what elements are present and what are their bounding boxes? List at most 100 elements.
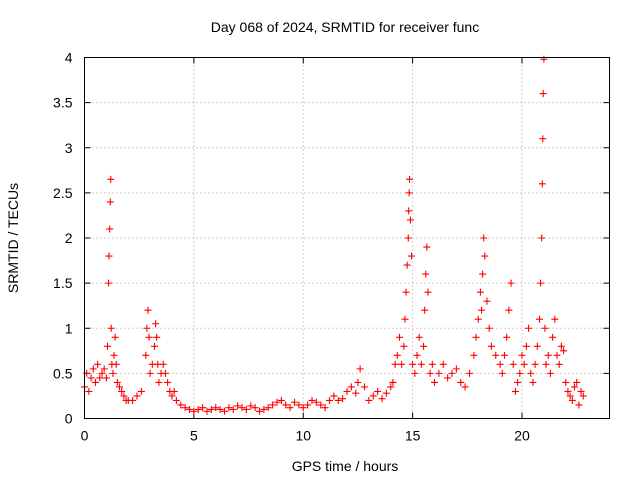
- data-point: [472, 333, 480, 341]
- data-point: [356, 365, 364, 373]
- data-point: [155, 378, 163, 386]
- data-point: [400, 342, 408, 350]
- data-point: [562, 378, 570, 386]
- data-point: [503, 333, 511, 341]
- data-point: [487, 342, 495, 350]
- data-point: [571, 383, 578, 391]
- data-point: [409, 360, 417, 368]
- data-point: [291, 398, 298, 406]
- data-point: [89, 365, 97, 373]
- data-point: [164, 378, 172, 386]
- data-point: [91, 378, 99, 386]
- data-point: [426, 369, 434, 377]
- x-tick-label: 10: [295, 428, 311, 444]
- y-tick-label: 3: [65, 140, 73, 156]
- data-point: [129, 396, 137, 404]
- data-point: [339, 395, 347, 403]
- data-point: [269, 401, 277, 409]
- data-point: [330, 392, 338, 400]
- data-point: [143, 324, 151, 332]
- data-point: [551, 315, 559, 323]
- data-point: [498, 369, 506, 377]
- data-point: [505, 306, 513, 314]
- data-point: [406, 216, 414, 224]
- data-point: [476, 288, 484, 296]
- data-point: [85, 387, 93, 395]
- y-tick-label: 0.5: [53, 365, 73, 381]
- data-point: [382, 389, 390, 397]
- data-point: [423, 243, 431, 251]
- data-point: [190, 407, 198, 415]
- data-point: [492, 351, 500, 359]
- data-point: [105, 252, 113, 260]
- data-point: [112, 360, 120, 368]
- data-point: [439, 360, 447, 368]
- data-point: [286, 404, 294, 412]
- y-tick-label: 2: [65, 230, 73, 246]
- data-point: [421, 306, 429, 314]
- data-point: [474, 315, 482, 323]
- data-point: [374, 387, 382, 395]
- data-point: [522, 342, 530, 350]
- data-point: [94, 360, 102, 368]
- data-point: [396, 333, 403, 341]
- data-point: [170, 387, 178, 395]
- data-points: [81, 55, 587, 415]
- data-point: [152, 320, 160, 328]
- data-point: [538, 234, 546, 242]
- data-point: [96, 374, 104, 382]
- data-point: [177, 401, 185, 409]
- data-point: [431, 378, 438, 386]
- data-point: [415, 333, 423, 341]
- data-point: [544, 351, 552, 359]
- data-point: [347, 383, 355, 391]
- data-point: [142, 351, 150, 359]
- data-point: [470, 351, 478, 359]
- data-point: [417, 360, 425, 368]
- data-point: [553, 351, 561, 359]
- data-point: [378, 395, 386, 403]
- data-point: [260, 405, 268, 413]
- data-point: [537, 279, 545, 287]
- data-point: [110, 351, 118, 359]
- data-point: [402, 288, 410, 296]
- data-point: [365, 396, 373, 404]
- data-point: [312, 398, 320, 406]
- data-point: [408, 252, 416, 260]
- data-point: [256, 407, 263, 415]
- data-point: [575, 401, 583, 409]
- data-point: [507, 279, 515, 287]
- data-point: [422, 270, 430, 278]
- data-point: [103, 342, 111, 350]
- data-point: [369, 392, 377, 400]
- data-point: [242, 405, 250, 413]
- data-point: [389, 378, 397, 386]
- data-point: [496, 360, 504, 368]
- data-point: [361, 383, 368, 391]
- data-point: [277, 396, 285, 404]
- data-point: [540, 55, 548, 63]
- data-point: [391, 360, 399, 368]
- data-point: [308, 396, 316, 404]
- data-point: [161, 369, 169, 377]
- data-point: [405, 189, 413, 197]
- data-point: [444, 374, 452, 382]
- data-point: [529, 378, 537, 386]
- data-point: [216, 405, 224, 413]
- y-tick-label: 2.5: [53, 185, 73, 201]
- data-point: [579, 392, 587, 400]
- data-point: [481, 252, 489, 260]
- data-point: [478, 306, 486, 314]
- data-point: [525, 324, 533, 332]
- data-point: [247, 402, 255, 410]
- x-tick-label: 5: [190, 428, 198, 444]
- data-point: [304, 401, 312, 409]
- data-point: [133, 392, 141, 400]
- data-point: [568, 396, 576, 404]
- data-point: [564, 387, 572, 395]
- data-point: [106, 198, 114, 206]
- data-point: [153, 333, 161, 341]
- y-tick-label: 4: [65, 50, 73, 66]
- data-point: [203, 407, 211, 415]
- data-point: [168, 392, 176, 400]
